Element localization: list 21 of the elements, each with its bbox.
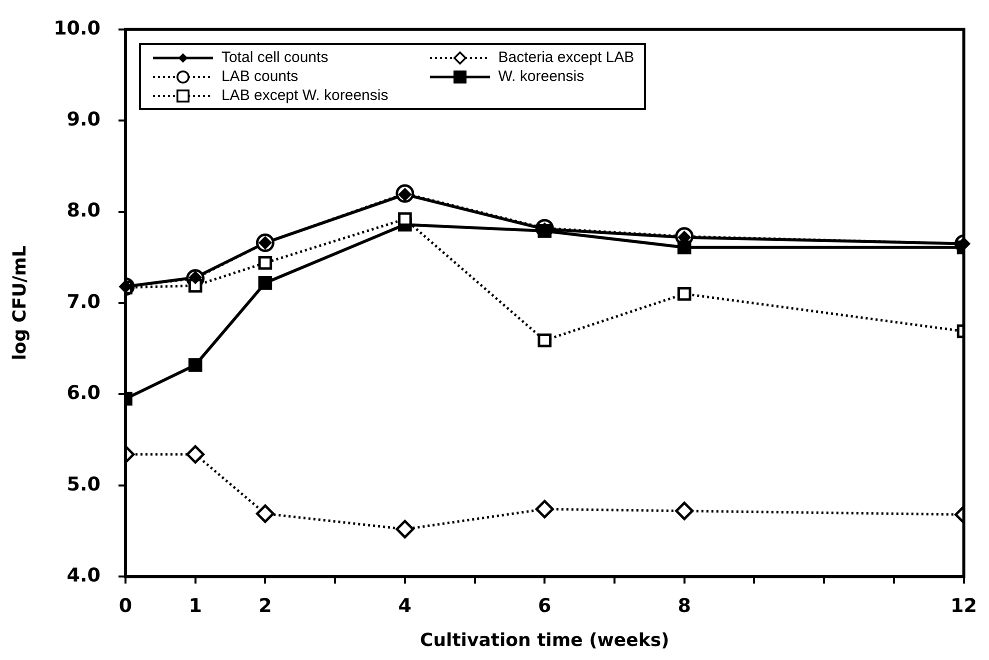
y-tick-label: 8.0 [66,200,100,222]
y-tick-label: 4.0 [66,564,100,587]
x-tick-label: 2 [258,594,272,617]
y-tick-label: 7.0 [66,290,100,313]
y-tick-label: 10.0 [54,17,100,40]
x-tick-label: 1 [188,594,202,617]
legend-label: LAB counts [221,68,298,86]
x-tick-label: 8 [678,594,691,617]
legend-label: Total cell counts [221,49,328,66]
y-tick-label: 5.0 [66,473,100,496]
y-axis-title: log CFU/mL [9,246,30,360]
x-tick-label: 0 [118,594,132,617]
legend-label: W. koreensis [498,68,584,86]
x-axis-title: Cultivation time (weeks) [420,630,670,651]
legend-label: Bacteria except LAB [498,49,634,66]
x-tick-label: 6 [538,594,552,617]
x-tick-label: 12 [950,594,978,617]
y-tick-label: 9.0 [66,108,100,131]
x-tick-label: 4 [398,594,412,617]
y-tick-label: 6.0 [66,382,100,404]
legend-label: LAB except W. koreensis [221,87,388,104]
